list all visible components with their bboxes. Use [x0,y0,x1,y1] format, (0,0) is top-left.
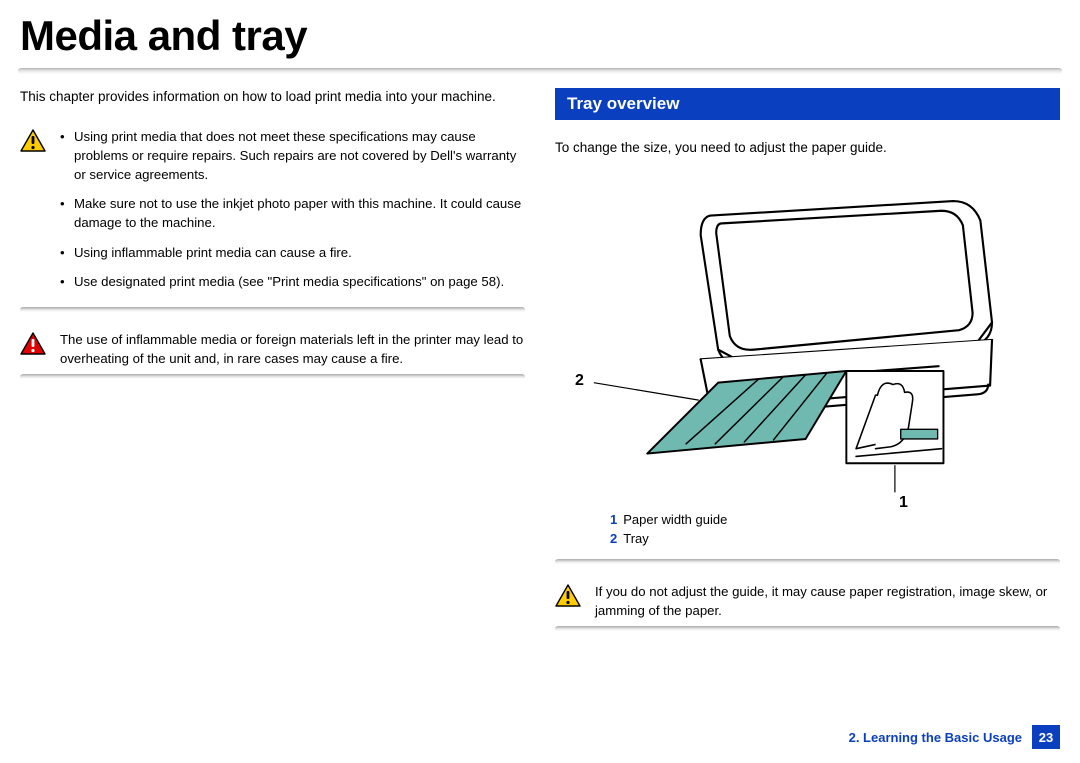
warning-block-2: If you do not adjust the guide, it may c… [555,582,1060,622]
page-title: Media and tray [0,0,1080,68]
legend-text: Tray [623,531,649,546]
warning-item: Using print media that does not meet the… [60,127,525,184]
footer-chapter: 2. Learning the Basic Usage [849,730,1022,745]
page-footer: 2. Learning the Basic Usage 23 [849,725,1060,749]
callout-2: 2 [575,372,584,390]
legend-num: 1 [610,512,617,527]
warning-text: If you do not adjust the guide, it may c… [595,582,1060,620]
section-body-text: To change the size, you need to adjust t… [555,138,1060,158]
warning-body-2: If you do not adjust the guide, it may c… [595,582,1060,620]
legend-row: 2 Tray [610,529,1060,549]
danger-icon [20,330,48,360]
separator [555,559,1060,564]
warning-item: Using inflammable print media can cause … [60,243,525,262]
warning-item: Make sure not to use the inkjet photo pa… [60,194,525,232]
callout-1: 1 [899,494,908,512]
danger-block: The use of inflammable media or foreign … [20,330,525,370]
legend-row: 1 Paper width guide [610,510,1060,530]
right-column: Tray overview To change the size, you ne… [555,88,1060,649]
left-column: This chapter provides information on how… [20,88,525,649]
separator [20,307,525,312]
printer-figure: 2 1 [555,172,1060,502]
figure-legend: 1 Paper width guide 2 Tray [555,510,1060,549]
legend-num: 2 [610,531,617,546]
warning-item: Use designated print media (see "Print m… [60,272,525,291]
legend-text: Paper width guide [623,512,727,527]
separator [20,374,525,379]
warning-body-1: Using print media that does not meet the… [60,127,525,301]
warning-block-1: Using print media that does not meet the… [20,127,525,303]
separator [555,626,1060,631]
danger-body: The use of inflammable media or foreign … [60,330,525,368]
danger-text: The use of inflammable media or foreign … [60,330,525,368]
warning-icon [555,582,583,612]
page-number: 23 [1032,725,1060,749]
section-heading: Tray overview [555,88,1060,120]
content-columns: This chapter provides information on how… [0,74,1080,649]
intro-text: This chapter provides information on how… [20,88,525,107]
warning-icon [20,127,48,157]
